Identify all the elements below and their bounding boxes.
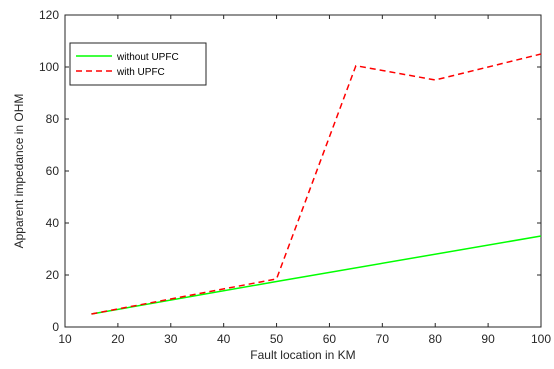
y-tick-label: 120 (39, 8, 59, 22)
x-axis-label: Fault location in KM (250, 348, 355, 362)
legend-label-1: with UPFC (116, 67, 165, 78)
x-tick-label: 70 (376, 332, 390, 346)
x-tick-label: 90 (481, 332, 495, 346)
x-tick-label: 30 (164, 332, 178, 346)
x-tick-label: 60 (323, 332, 337, 346)
legend-label-0: without UPFC (116, 52, 179, 63)
y-tick-label: 20 (46, 268, 60, 282)
y-tick-label: 60 (46, 164, 60, 178)
y-tick-label: 80 (46, 112, 60, 126)
x-tick-label: 40 (217, 332, 231, 346)
series-line-0 (91, 235, 542, 315)
y-tick-label: 100 (39, 60, 59, 74)
legend: without UPFC with UPFC (69, 42, 207, 86)
x-tick-label: 20 (111, 332, 125, 346)
y-axis-label: Apparent impedance in OHM (12, 94, 26, 249)
x-tick-label: 100 (531, 332, 551, 346)
series-line-1 (91, 53, 542, 315)
x-tick-label: 50 (270, 332, 284, 346)
y-tick-label: 0 (52, 320, 59, 334)
x-tick-label: 80 (429, 332, 443, 346)
x-tick-label: 10 (58, 332, 72, 346)
legend-box (69, 42, 207, 86)
y-tick-label: 40 (46, 216, 60, 230)
axis-ticks: 10 20 30 40 50 60 70 80 90 100 0 20 40 60 80 100 120 (39, 8, 551, 346)
series-layer (91, 53, 542, 315)
